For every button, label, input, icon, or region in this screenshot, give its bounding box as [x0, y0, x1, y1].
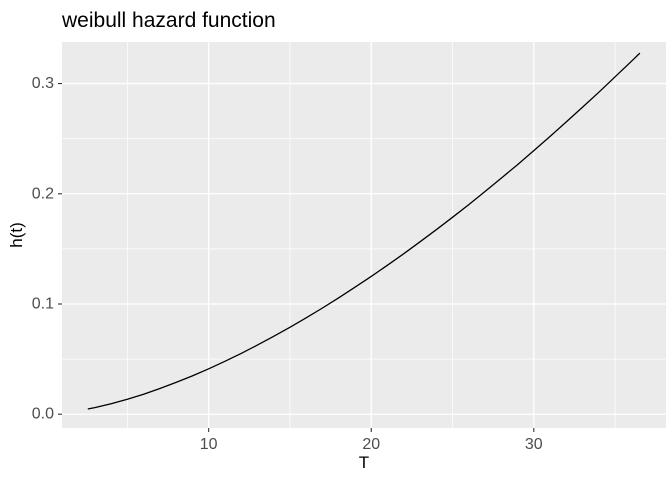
hazard-curve-line: [87, 52, 641, 410]
y-tick-label: 0.1: [32, 295, 54, 312]
y-tick-label: 0.0: [32, 406, 54, 423]
major-gridlines: [62, 42, 666, 428]
y-axis-title: h(t): [7, 222, 26, 248]
x-tick-label: 10: [200, 436, 218, 453]
x-tick-label: 30: [525, 436, 543, 453]
plot-panel: [62, 42, 666, 428]
y-tick-label: 0.2: [32, 185, 54, 202]
minor-gridlines: [62, 42, 666, 428]
chart-title: weibull hazard function: [61, 9, 276, 32]
x-axis-tick-marks: [208, 428, 535, 432]
x-axis-title: T: [359, 453, 369, 472]
x-tick-label: 20: [362, 436, 380, 453]
x-axis-tick-labels: 10 20 30: [200, 436, 543, 453]
y-axis-tick-marks: [58, 83, 62, 415]
y-axis-tick-labels: 0.0 0.1 0.2 0.3: [32, 75, 54, 423]
y-tick-label: 0.3: [32, 75, 54, 92]
